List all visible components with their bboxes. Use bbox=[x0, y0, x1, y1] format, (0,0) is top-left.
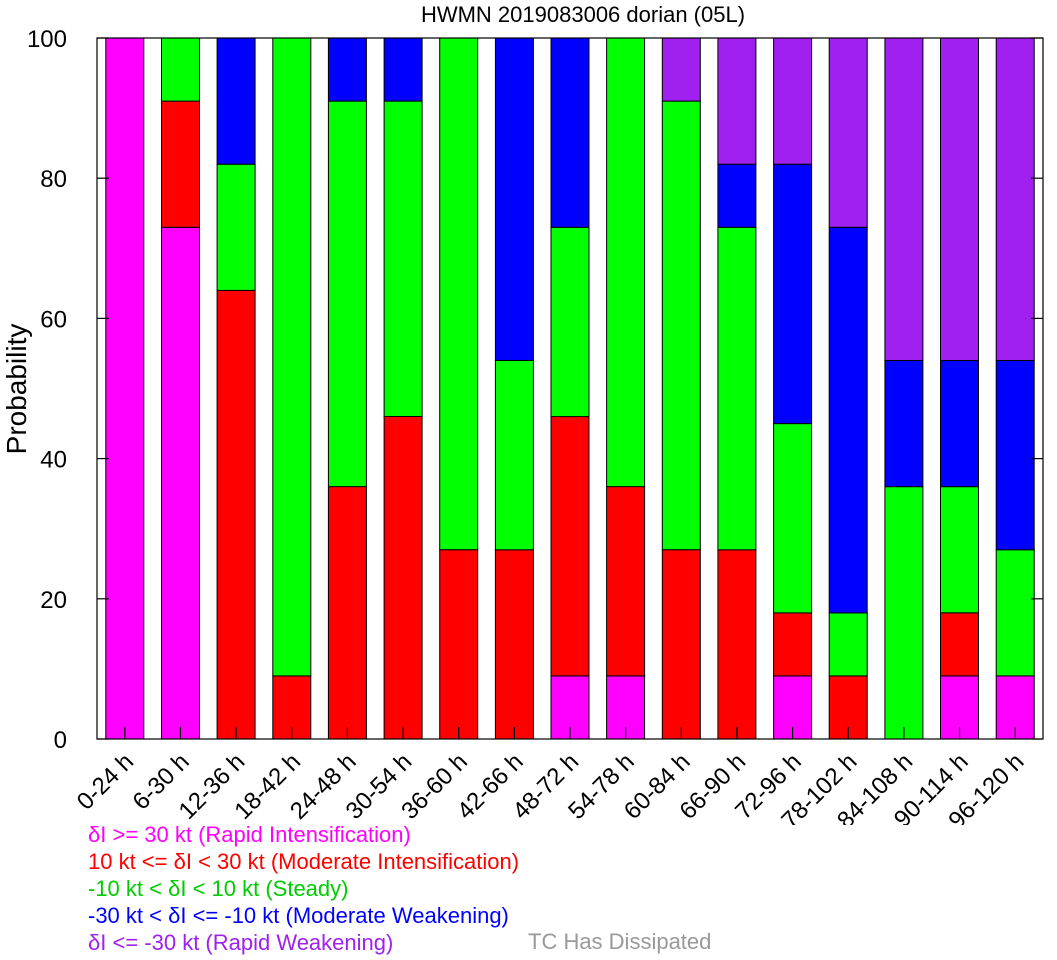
bar-segment-10-4 bbox=[661, 37, 701, 102]
bar-segment-7-2 bbox=[494, 360, 534, 551]
bar-segment-12-1 bbox=[773, 612, 813, 677]
bar-segment-6-1 bbox=[439, 549, 479, 740]
bar-segment-1-1 bbox=[161, 100, 200, 228]
bar-segment-7-3 bbox=[494, 37, 534, 361]
legend-moderate-weakening: -30 kt < δI <= -10 kt (Moderate Weakenin… bbox=[88, 903, 509, 928]
bar-segment-2-3 bbox=[216, 37, 256, 165]
legend-steady: -10 kt < δI < 10 kt (Steady) bbox=[88, 876, 349, 901]
bar-segment-15-1 bbox=[940, 612, 979, 677]
bar-segment-8-2 bbox=[550, 226, 590, 418]
bar-segment-16-3 bbox=[995, 360, 1035, 551]
bar-segment-15-3 bbox=[940, 360, 979, 488]
bar-segment-10-1 bbox=[661, 549, 701, 740]
bar-segment-5-3 bbox=[383, 37, 423, 102]
bar-segment-0-0 bbox=[105, 37, 145, 740]
y-tick-label: 80 bbox=[40, 166, 67, 193]
bar-segment-11-3 bbox=[717, 163, 757, 228]
bar-segment-13-2 bbox=[828, 612, 868, 677]
legend-rapid-weakening: δI <= -30 kt (Rapid Weakening) bbox=[88, 930, 394, 955]
bar-segment-4-3 bbox=[327, 37, 367, 102]
bar-segment-14-4 bbox=[884, 37, 924, 361]
bar-segment-5-2 bbox=[383, 100, 423, 417]
bar-segment-12-3 bbox=[773, 163, 813, 425]
bar-segment-5-1 bbox=[383, 416, 423, 740]
bar-segment-11-4 bbox=[717, 37, 757, 165]
bar-segment-12-4 bbox=[773, 37, 813, 165]
y-tick-label: 100 bbox=[27, 26, 67, 53]
bar-segment-16-4 bbox=[995, 37, 1035, 361]
y-tick-label: 20 bbox=[40, 587, 67, 614]
bar-segment-3-2 bbox=[272, 37, 312, 677]
bars-layer bbox=[105, 37, 1035, 740]
bar-segment-2-2 bbox=[216, 163, 256, 291]
bar-segment-11-2 bbox=[717, 226, 757, 551]
bar-segment-2-1 bbox=[216, 289, 256, 740]
chart-title: HWMN 2019083006 dorian (05L) bbox=[421, 2, 745, 27]
bar-segment-7-1 bbox=[494, 549, 534, 740]
bar-segment-9-1 bbox=[606, 486, 646, 677]
x-tick-label: 0-24 h bbox=[72, 748, 139, 815]
bar-segment-8-3 bbox=[550, 37, 590, 228]
legend-moderate-intensification: 10 kt <= δI < 30 kt (Moderate Intensific… bbox=[88, 849, 520, 874]
bar-segment-9-2 bbox=[606, 37, 646, 488]
bar-segment-4-1 bbox=[327, 486, 367, 740]
y-tick-label: 0 bbox=[54, 727, 67, 754]
bar-segment-15-4 bbox=[940, 37, 979, 361]
bar-segment-16-2 bbox=[995, 549, 1035, 677]
bar-segment-1-2 bbox=[161, 37, 200, 102]
bar-segment-13-3 bbox=[828, 226, 868, 614]
legend-rapid-intensification: δI >= 30 kt (Rapid Intensification) bbox=[88, 822, 411, 847]
probability-chart: HWMN 2019083006 dorian (05L) Probability… bbox=[1, 2, 1044, 825]
bar-segment-13-4 bbox=[828, 37, 868, 228]
y-axis-label: Probability bbox=[1, 324, 32, 455]
bar-segment-14-2 bbox=[884, 486, 924, 740]
y-tick-label: 40 bbox=[40, 447, 67, 474]
bar-segment-4-2 bbox=[327, 100, 367, 488]
bar-segment-10-2 bbox=[661, 100, 701, 551]
bar-segment-6-2 bbox=[439, 37, 479, 551]
bar-segment-1-0 bbox=[161, 226, 200, 740]
y-tick-label: 60 bbox=[40, 306, 67, 333]
bar-segment-15-2 bbox=[940, 486, 979, 614]
bar-segment-14-3 bbox=[884, 360, 924, 488]
bar-segment-11-1 bbox=[717, 549, 757, 740]
bar-segment-12-2 bbox=[773, 423, 813, 614]
bar-segment-8-1 bbox=[550, 416, 590, 677]
legend-dissipated: TC Has Dissipated bbox=[528, 929, 712, 954]
